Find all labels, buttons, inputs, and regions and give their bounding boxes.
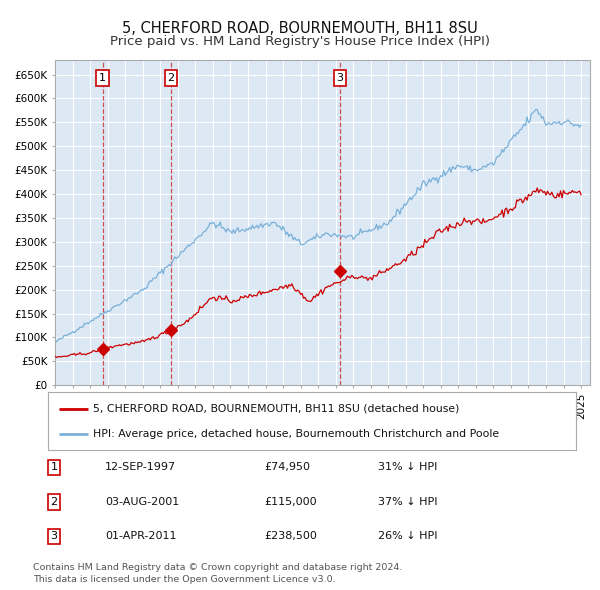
Text: 3: 3 <box>337 73 344 83</box>
Text: 03-AUG-2001: 03-AUG-2001 <box>105 497 179 507</box>
Text: 31% ↓ HPI: 31% ↓ HPI <box>378 463 437 472</box>
Text: 26% ↓ HPI: 26% ↓ HPI <box>378 532 437 541</box>
Text: This data is licensed under the Open Government Licence v3.0.: This data is licensed under the Open Gov… <box>33 575 335 584</box>
Text: £115,000: £115,000 <box>264 497 317 507</box>
Text: HPI: Average price, detached house, Bournemouth Christchurch and Poole: HPI: Average price, detached house, Bour… <box>93 429 499 439</box>
Text: Contains HM Land Registry data © Crown copyright and database right 2024.: Contains HM Land Registry data © Crown c… <box>33 563 403 572</box>
Text: 1: 1 <box>50 463 58 472</box>
Text: 5, CHERFORD ROAD, BOURNEMOUTH, BH11 8SU (detached house): 5, CHERFORD ROAD, BOURNEMOUTH, BH11 8SU … <box>93 404 459 414</box>
Text: 2: 2 <box>50 497 58 507</box>
Text: 5, CHERFORD ROAD, BOURNEMOUTH, BH11 8SU: 5, CHERFORD ROAD, BOURNEMOUTH, BH11 8SU <box>122 21 478 35</box>
Text: 37% ↓ HPI: 37% ↓ HPI <box>378 497 437 507</box>
Text: 12-SEP-1997: 12-SEP-1997 <box>105 463 176 472</box>
Text: £74,950: £74,950 <box>264 463 310 472</box>
Text: 2: 2 <box>167 73 175 83</box>
Text: 3: 3 <box>50 532 58 541</box>
Text: 01-APR-2011: 01-APR-2011 <box>105 532 176 541</box>
Text: 1: 1 <box>99 73 106 83</box>
Text: Price paid vs. HM Land Registry's House Price Index (HPI): Price paid vs. HM Land Registry's House … <box>110 35 490 48</box>
Text: £238,500: £238,500 <box>264 532 317 541</box>
